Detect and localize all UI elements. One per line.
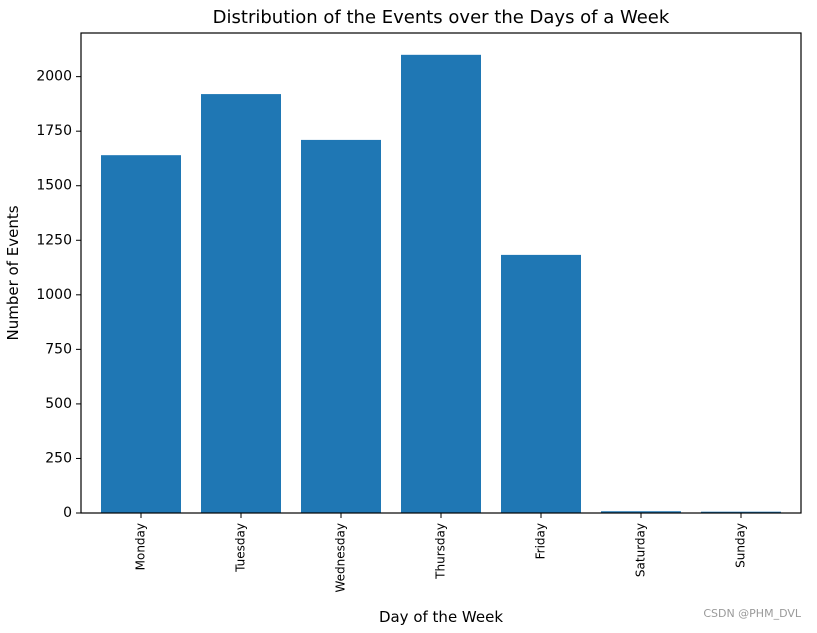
x-tick-label: Saturday bbox=[634, 523, 648, 577]
y-axis: 0 250 500 750 1000 1250 1500 1750 2000 bbox=[36, 69, 81, 521]
x-tick-label: Sunday bbox=[734, 523, 748, 568]
chart-title: Distribution of the Events over the Days… bbox=[213, 7, 670, 28]
bar-friday bbox=[501, 254, 581, 513]
y-tick-label: 1500 bbox=[36, 178, 72, 194]
x-tick-label: Monday bbox=[134, 523, 148, 570]
bar-thursday bbox=[401, 54, 481, 513]
x-axis-label: Day of the Week bbox=[379, 608, 503, 626]
x-tick-label: Friday bbox=[534, 523, 548, 559]
watermark: CSDN @PHM_DVL bbox=[703, 607, 801, 620]
x-tick-label: Wednesday bbox=[334, 523, 348, 592]
y-tick-label: 250 bbox=[45, 450, 72, 466]
y-tick-label: 750 bbox=[45, 341, 72, 357]
x-axis: Monday Tuesday Wednesday Thursday Friday Satu… bbox=[134, 513, 748, 592]
y-axis-label: Number of Events bbox=[4, 205, 22, 340]
y-tick-label: 1000 bbox=[36, 287, 72, 303]
y-tick-label: 1750 bbox=[36, 123, 72, 139]
y-tick-label: 1250 bbox=[36, 232, 72, 248]
y-tick-label: 500 bbox=[45, 396, 72, 412]
bar-monday bbox=[101, 155, 181, 513]
y-tick-label: 2000 bbox=[36, 69, 72, 85]
bar-sunday bbox=[701, 511, 781, 513]
bar-saturday bbox=[601, 511, 681, 513]
bars-layer bbox=[101, 54, 781, 513]
bar-tuesday bbox=[201, 94, 281, 513]
y-tick-label: 0 bbox=[63, 505, 72, 521]
bar-wednesday bbox=[301, 139, 381, 513]
x-tick-label: Tuesday bbox=[234, 523, 248, 573]
x-tick-label: Thursday bbox=[434, 523, 448, 580]
